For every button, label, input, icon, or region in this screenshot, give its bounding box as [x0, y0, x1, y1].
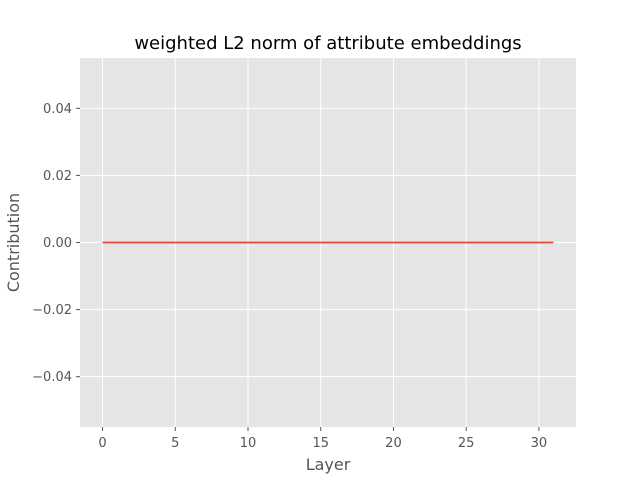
x-tick-label: 20: [385, 436, 402, 451]
y-tick-label: 0.02: [43, 169, 72, 184]
y-tick-label: 0.00: [43, 236, 72, 251]
y-axis-label: Contribution: [4, 193, 23, 292]
y-tick-label: 0.04: [43, 102, 72, 117]
x-tick-label: 15: [312, 436, 329, 451]
x-tick-label: 5: [171, 436, 179, 451]
x-tick-label: 25: [458, 436, 475, 451]
y-axis-ticks: −0.04 −0.02 0.00 0.02 0.04: [32, 102, 80, 385]
y-tick-label: −0.02: [32, 303, 72, 318]
x-axis-label: Layer: [306, 455, 351, 474]
x-tick-label: 0: [98, 436, 106, 451]
chart-title: weighted L2 norm of attribute embeddings: [134, 33, 521, 54]
x-tick-label: 30: [531, 436, 548, 451]
x-axis-ticks: 0 5 10 15 20 25 30: [98, 427, 547, 451]
y-tick-label: −0.04: [32, 370, 72, 385]
x-tick-label: 10: [240, 436, 257, 451]
